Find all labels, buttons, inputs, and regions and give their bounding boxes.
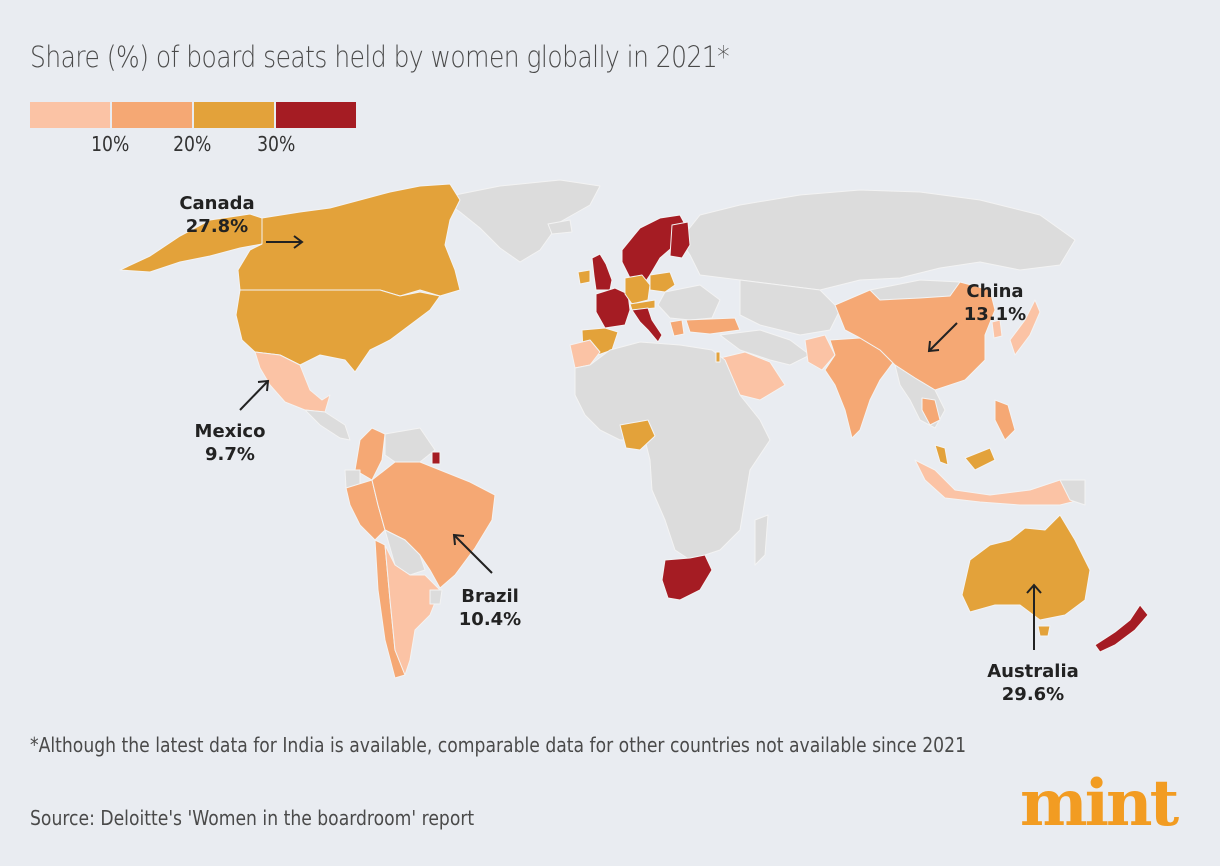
mint-logo: mint [1020, 766, 1179, 841]
callout-mexico: Mexico 9.7% [180, 420, 280, 466]
callout-china-value: 13.1% [963, 304, 1027, 325]
callout-mexico-value: 9.7% [205, 444, 255, 465]
country-morocco [569, 339, 601, 369]
callout-australia: Australia 29.6% [978, 660, 1088, 706]
country-papua [1059, 479, 1086, 506]
country-central-america [304, 409, 351, 441]
country-tasmania [1037, 625, 1051, 637]
country-madagascar [754, 514, 769, 566]
callout-canada-value: 27.8% [185, 216, 249, 237]
legend [30, 102, 358, 128]
callout-brazil-name: Brazil [461, 586, 519, 607]
country-venezuela-guyana [384, 427, 436, 463]
country-germany [624, 274, 651, 305]
callout-brazil: Brazil 10.4% [450, 585, 530, 631]
callout-brazil-value: 10.4% [458, 609, 522, 630]
callout-arrows [239, 235, 1042, 650]
legend-swatch-20-30 [194, 102, 274, 128]
country-argentina [384, 544, 441, 676]
footnote: *Although the latest data for India is a… [30, 733, 967, 757]
country-mongolia [869, 279, 961, 301]
callout-australia-value: 29.6% [1001, 684, 1065, 705]
country-thailand [921, 397, 941, 426]
country-russia [679, 189, 1076, 291]
country-italy [631, 307, 663, 343]
legend-swatch-10-20 [112, 102, 192, 128]
country-philippines [994, 399, 1016, 441]
country-israel [715, 351, 721, 363]
country-ireland [577, 269, 591, 285]
country-turkey [685, 317, 741, 335]
brazil-arrow [453, 534, 493, 574]
callout-mexico-name: Mexico [194, 421, 266, 442]
country-uk [591, 253, 613, 291]
country-indonesia [914, 459, 1081, 506]
legend-swatch-over-30 [276, 102, 356, 128]
legend-label-10: 10% [91, 132, 130, 156]
callout-canada: Canada 27.8% [170, 192, 264, 238]
callout-australia-name: Australia [987, 661, 1079, 682]
country-french-guiana [431, 451, 441, 465]
china-arrow [928, 322, 958, 352]
country-canada [237, 183, 461, 297]
country-south-africa [661, 554, 713, 601]
country-usa [235, 289, 441, 373]
country-austria [629, 299, 656, 311]
country-greece [669, 319, 685, 337]
country-new-zealand [1094, 604, 1149, 653]
country-france [595, 287, 631, 329]
legend-labels: 10% 20% 30% [30, 132, 370, 156]
callout-china-name: China [966, 281, 1024, 302]
legend-label-30: 30% [257, 132, 296, 156]
country-japan [1009, 299, 1041, 356]
legend-swatch-under-10 [30, 102, 110, 128]
source-note: Source: Deloitte's 'Women in the boardro… [30, 806, 475, 830]
country-greenland [439, 179, 601, 263]
country-australia [961, 514, 1091, 621]
mexico-arrow [239, 380, 269, 411]
chart-title: Share (%) of board seats held by women g… [30, 40, 730, 74]
country-finland [669, 221, 691, 259]
country-nigeria [619, 419, 656, 451]
country-uruguay [429, 589, 443, 605]
callout-china: China 13.1% [955, 280, 1035, 326]
legend-label-20: 20% [173, 132, 212, 156]
country-pakistan [804, 334, 836, 371]
country-korea [991, 319, 1003, 339]
callout-canada-name: Canada [179, 193, 255, 214]
country-poland [649, 271, 676, 293]
country-malaysia [934, 444, 949, 466]
country-iceland [547, 219, 573, 235]
country-malaysia-borneo [964, 447, 996, 471]
country-central-asia [739, 279, 841, 336]
